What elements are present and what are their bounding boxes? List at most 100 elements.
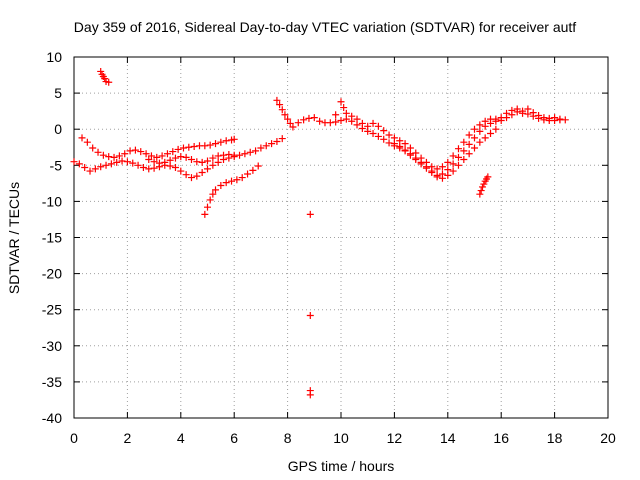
data-point	[268, 140, 276, 148]
data-point	[305, 114, 313, 122]
data-point	[337, 117, 345, 125]
data-point	[460, 138, 468, 146]
x-axis-label: GPS time / hours	[288, 458, 395, 474]
data-point	[193, 172, 201, 180]
data-point	[454, 153, 462, 161]
data-point	[75, 160, 83, 168]
data-point	[190, 143, 198, 151]
data-point	[187, 174, 195, 182]
data-point	[150, 158, 158, 166]
data-point	[535, 111, 543, 119]
data-point	[201, 210, 209, 218]
data-point	[476, 127, 484, 135]
y-tick-label: -10	[42, 193, 62, 209]
data-point	[286, 119, 294, 127]
data-point	[225, 150, 233, 158]
data-point	[171, 154, 179, 162]
data-point	[449, 167, 457, 175]
data-point	[471, 144, 478, 152]
data-point	[145, 156, 153, 164]
data-point	[99, 151, 107, 159]
series-main-mid	[145, 150, 238, 167]
data-point	[217, 138, 225, 146]
data-point	[182, 153, 190, 161]
data-point	[131, 146, 139, 154]
x-tick-label: 6	[230, 430, 238, 446]
data-point	[204, 157, 211, 165]
data-point	[155, 159, 163, 167]
data-point	[369, 130, 377, 138]
data-point	[198, 169, 206, 177]
data-point	[121, 150, 129, 158]
data-point	[220, 151, 228, 159]
data-point	[477, 187, 485, 195]
data-point	[89, 144, 97, 152]
y-tick-label: 10	[46, 49, 62, 65]
data-point	[187, 156, 195, 164]
data-point	[476, 138, 484, 146]
data-point	[273, 137, 281, 145]
data-point	[115, 152, 123, 160]
data-point	[212, 140, 220, 148]
y-tick-label: 0	[54, 121, 62, 137]
data-point	[337, 98, 345, 106]
data-point	[524, 105, 532, 113]
data-point	[481, 117, 489, 125]
data-point	[492, 115, 500, 123]
y-tick-label: -35	[42, 374, 62, 390]
x-tick-label: 8	[284, 430, 292, 446]
data-point	[252, 147, 260, 155]
data-point	[212, 186, 220, 194]
data-point	[342, 109, 350, 117]
data-point	[273, 96, 281, 104]
series-day-lower	[390, 125, 500, 182]
x-tick-label: 2	[124, 430, 132, 446]
y-tick-label: 5	[54, 85, 62, 101]
data-point	[182, 171, 190, 179]
data-point	[209, 161, 217, 169]
grid-lines	[74, 57, 608, 418]
data-point	[471, 134, 478, 142]
data-point	[214, 152, 222, 160]
data-point	[118, 157, 126, 165]
data-point	[438, 174, 446, 182]
data-point	[217, 182, 225, 190]
data-point	[102, 161, 110, 169]
data-point	[105, 78, 113, 86]
data-point	[134, 161, 142, 169]
data-point	[417, 158, 425, 166]
data-point	[369, 119, 377, 127]
data-point	[206, 141, 214, 149]
data-point	[228, 177, 236, 185]
data-point	[481, 134, 489, 142]
data-point	[193, 158, 201, 166]
x-tick-label: 12	[387, 430, 403, 446]
data-point	[177, 153, 185, 161]
data-point	[428, 167, 436, 175]
series-late-segment	[476, 173, 492, 198]
data-point	[97, 163, 105, 171]
data-point	[306, 210, 314, 218]
data-point	[126, 147, 134, 155]
data-point	[107, 160, 115, 168]
data-point	[169, 148, 177, 156]
data-point	[385, 131, 393, 139]
data-point	[209, 154, 217, 162]
data-point	[214, 158, 222, 166]
data-point	[348, 112, 356, 120]
data-point	[204, 203, 211, 211]
data-point	[310, 114, 318, 122]
data-point	[476, 190, 484, 198]
y-tick-label: -40	[42, 410, 62, 426]
data-point	[390, 140, 398, 148]
data-point	[497, 117, 505, 125]
data-point	[465, 140, 473, 148]
y-tick-label: -30	[42, 338, 62, 354]
data-point	[471, 125, 478, 133]
data-point	[513, 108, 521, 116]
data-point	[449, 160, 457, 168]
data-point	[380, 135, 388, 143]
data-point	[422, 163, 430, 171]
data-point	[137, 148, 145, 156]
data-point	[289, 123, 297, 131]
